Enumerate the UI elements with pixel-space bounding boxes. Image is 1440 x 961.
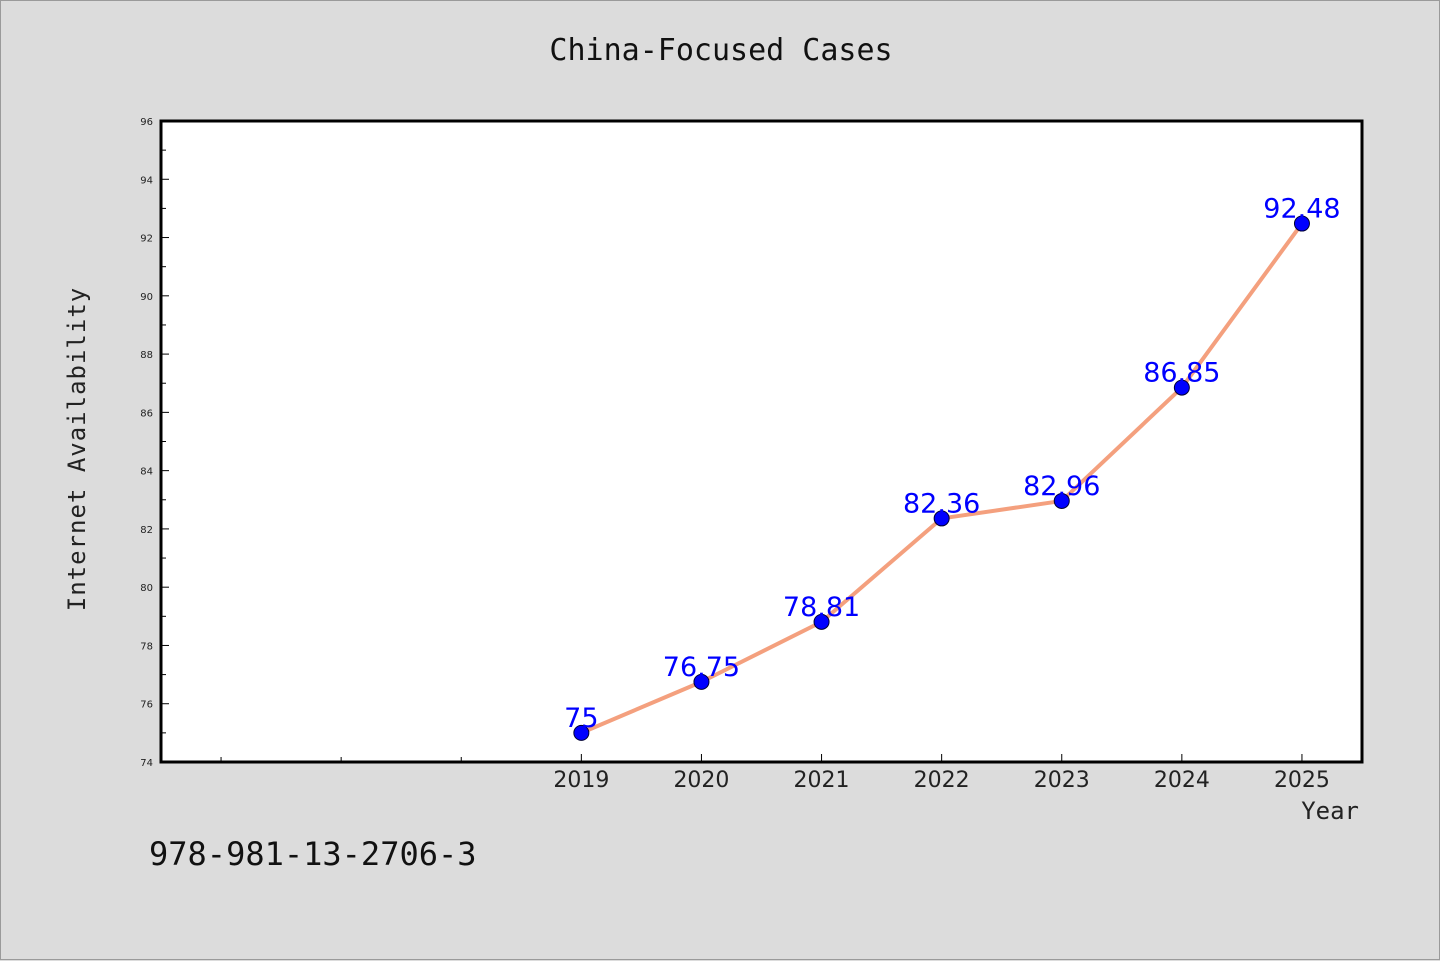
x-axis-title: Year [1301, 797, 1359, 825]
y-tick-label: 86 [140, 408, 153, 419]
y-tick-label: 80 [140, 583, 153, 594]
data-point [1173, 379, 1190, 396]
data-point [813, 613, 830, 630]
data-point [1293, 215, 1310, 232]
x-tick-label: 2023 [1034, 768, 1090, 793]
data-label: 76.75 [663, 652, 740, 683]
y-tick-label: 76 [140, 700, 153, 711]
chart-title: China-Focused Cases [549, 33, 893, 68]
data-label: 78.81 [783, 592, 860, 623]
plot-area [161, 121, 1362, 762]
x-tick-label: 2024 [1154, 768, 1210, 793]
y-tick-label: 96 [140, 117, 153, 128]
data-label: 92.48 [1263, 194, 1340, 225]
y-tick-label: 74 [140, 758, 153, 769]
y-tick-label: 78 [140, 641, 153, 652]
footer-code: 978-981-13-2706-3 [149, 835, 477, 873]
x-tick-label: 2021 [794, 768, 850, 793]
y-tick-label: 90 [140, 292, 153, 303]
x-tick-label: 2020 [673, 768, 729, 793]
data-point [933, 510, 950, 527]
x-tick-label: 2019 [553, 768, 609, 793]
y-tick-label: 84 [140, 467, 153, 478]
data-label: 75 [564, 703, 598, 734]
y-tick-label: 92 [140, 234, 153, 245]
y-tick-label: 88 [140, 350, 153, 361]
data-label: 82.96 [1023, 471, 1100, 502]
data-label: 86.85 [1143, 358, 1220, 389]
data-point [1053, 492, 1070, 509]
data-label: 82.36 [903, 488, 980, 519]
data-point [693, 673, 710, 690]
x-tick-label: 2022 [914, 768, 970, 793]
y-tick-label: 94 [140, 175, 153, 186]
data-point [573, 724, 590, 741]
plot-frame [159, 119, 1364, 764]
y-tick-label: 82 [140, 525, 153, 536]
x-tick-label: 2025 [1274, 768, 1330, 793]
